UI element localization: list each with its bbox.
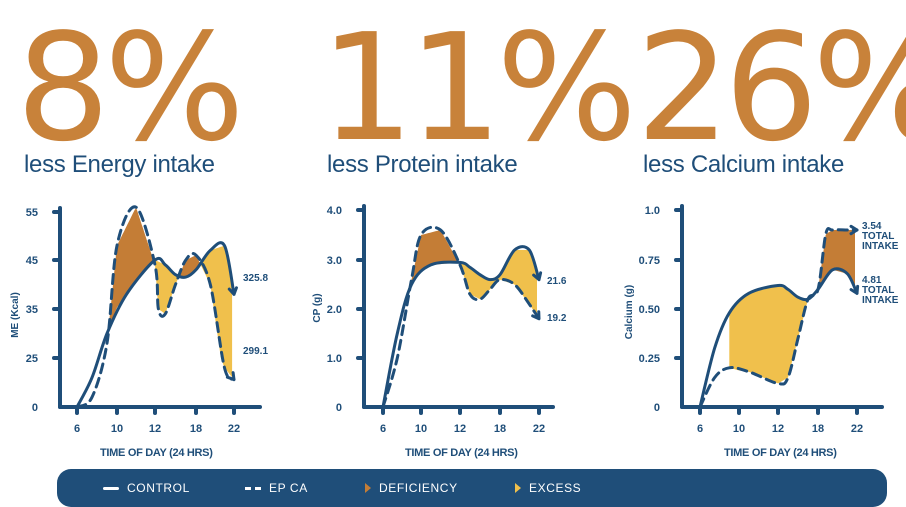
x-tick-label: 10 <box>111 423 123 435</box>
end-label: 3.54 TOTAL INTAKE <box>862 221 899 252</box>
legend-excess-label: EXCESS <box>529 481 582 495</box>
legend-ep-ca: EP CA <box>245 469 308 507</box>
end-label: 19.2 <box>547 313 567 324</box>
excess-triangle-icon <box>515 483 521 493</box>
deficiency-area-1 <box>808 230 855 299</box>
y-tick-label: 0 <box>336 402 342 414</box>
control-arrowhead <box>532 271 543 282</box>
y-tick-label: 3.0 <box>327 255 342 267</box>
x-tick-label: 18 <box>812 423 824 435</box>
end-label: 299.1 <box>243 346 268 357</box>
control-line <box>381 245 541 409</box>
y-tick-label: 4.0 <box>327 205 342 217</box>
y-tick-label: 0.25 <box>639 353 660 365</box>
x-tick-label: 10 <box>733 423 745 435</box>
y-tick-label: 25 <box>26 353 38 365</box>
control-line <box>698 267 859 409</box>
control-line <box>75 241 236 409</box>
ep-ca-line <box>75 205 236 409</box>
energy-label: less Energy intake <box>24 151 215 178</box>
y-tick-label: 55 <box>26 207 38 219</box>
end-label: 325.8 <box>243 273 268 284</box>
end-label: 21.6 <box>547 276 567 287</box>
excess-area-0 <box>729 285 808 384</box>
y-tick-label: 1.0 <box>645 205 660 217</box>
x-axis-label: TIME OF DAY (24 HRS) <box>100 447 213 459</box>
x-tick-label: 22 <box>851 423 863 435</box>
x-tick-label: 6 <box>380 423 386 435</box>
chart-3: 0 0.25 0.50 0.75 1.0 6 10 12 18 22 TIME OF DAY (24… <box>624 204 899 459</box>
control-arrowhead <box>227 286 238 296</box>
ep-ca-line <box>381 225 541 409</box>
energy-percent: 8% <box>16 2 245 174</box>
excess-area-1 <box>460 250 537 316</box>
x-tick-label: 6 <box>74 423 80 435</box>
legend-excess: EXCESS <box>515 469 581 507</box>
solid-line-icon <box>103 486 119 490</box>
x-tick-label: 22 <box>228 423 240 435</box>
deficiency-triangle-icon <box>365 483 371 493</box>
ep-ca-arrowhead <box>531 310 541 321</box>
deficiency-area-1 <box>108 207 154 329</box>
protein-label: less Protein intake <box>327 151 518 178</box>
x-tick-label: 12 <box>454 423 466 435</box>
end-label: 4.81 TOTAL INTAKE <box>862 275 899 306</box>
charts: 0 25 35 45 55 6 10 12 18 22 TIME OF DAY (24 HRS) ME… <box>10 204 899 459</box>
calcium-percent: 26% <box>636 2 906 174</box>
y-tick-label: 2.0 <box>327 304 342 316</box>
x-tick-label: 12 <box>772 423 784 435</box>
x-tick-label: 18 <box>494 423 506 435</box>
x-tick-label: 12 <box>149 423 161 435</box>
y-tick-label: 45 <box>26 255 38 267</box>
x-tick-label: 6 <box>697 423 703 435</box>
ep-ca-arrowhead <box>225 371 236 382</box>
y-tick-label: 1.0 <box>327 353 342 365</box>
y-axis-label: ME (Kcal) <box>10 292 21 338</box>
y-tick-label: 0 <box>32 402 38 414</box>
legend-bar: CONTROL EP CA DEFICIENCY EXCESS <box>57 469 887 507</box>
ep-ca-line <box>698 227 859 409</box>
y-axis-label: Calcium (g) <box>624 285 635 339</box>
y-tick-label: 0.75 <box>639 255 660 267</box>
protein-percent: 11% <box>320 2 637 174</box>
x-tick-label: 10 <box>415 423 427 435</box>
legend-deficiency: DEFICIENCY <box>365 469 458 507</box>
legend-ep-ca-label: EP CA <box>269 481 308 495</box>
chart-2: 0 1.0 2.0 3.0 4.0 6 10 12 18 22 TIME OF DAY (24 HR… <box>312 204 567 459</box>
legend-control: CONTROL <box>103 469 190 507</box>
x-tick-label: 22 <box>533 423 545 435</box>
x-axis-label: TIME OF DAY (24 HRS) <box>724 447 837 459</box>
y-tick-label: 35 <box>26 304 38 316</box>
dashed-line-icon <box>245 486 261 490</box>
deficiency-area-0 <box>411 230 459 285</box>
deficiency-area-3 <box>179 255 200 278</box>
chart-1: 0 25 35 45 55 6 10 12 18 22 TIME OF DAY (24 HRS) ME… <box>10 205 268 459</box>
control-arrowhead <box>849 284 860 295</box>
y-axis-label: CP (g) <box>312 293 323 322</box>
x-tick-label: 18 <box>190 423 202 435</box>
legend-control-label: CONTROL <box>127 481 190 495</box>
legend-deficiency-label: DEFICIENCY <box>379 481 458 495</box>
calcium-label: less Calcium intake <box>643 151 845 178</box>
y-tick-label: 0 <box>654 402 660 414</box>
ep-ca-arrowhead <box>849 224 859 236</box>
x-axis-label: TIME OF DAY (24 HRS) <box>405 447 518 459</box>
y-tick-label: 0.50 <box>639 304 660 316</box>
